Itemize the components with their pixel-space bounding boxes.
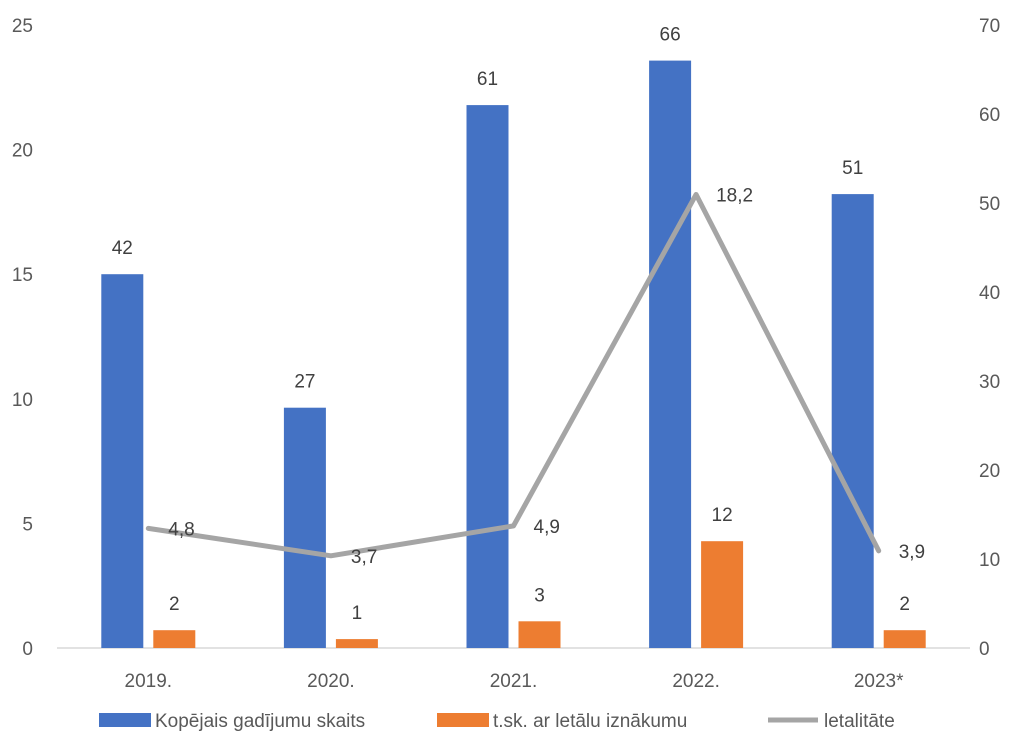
bar-data-label: 1 (352, 603, 363, 624)
legend-label: t.sk. ar letālu iznākumu (493, 711, 687, 732)
right-axis-tick-label: 0 (979, 639, 990, 660)
right-axis-tick-label: 10 (979, 550, 1000, 571)
legend-item: Kopējais gadījumu skaits (99, 711, 365, 732)
left-axis-tick-label: 25 (12, 16, 33, 37)
right-axis-tick-label: 70 (979, 16, 1000, 37)
series-line-letalitate (145, 191, 882, 559)
bar-fatal-cases (518, 621, 561, 648)
x-axis-category-label: 2022. (672, 671, 720, 692)
left-y-axis: 0 5 10 15 20 25 (12, 16, 33, 660)
right-axis-tick-label: 30 (979, 372, 1000, 393)
right-axis-tick-label: 20 (979, 461, 1000, 482)
data-labels-group: 42 27 61 66 51 2 1 3 12 2 4,8 3,7 4,9 18,2 3,9 (112, 25, 925, 624)
bar-data-label: 27 (294, 372, 315, 393)
bar-data-label: 61 (477, 69, 498, 90)
bar-data-label: 66 (660, 25, 681, 46)
line-data-label: 4,9 (534, 517, 560, 538)
left-axis-tick-label: 10 (12, 390, 33, 411)
legend-label: letalitāte (824, 711, 895, 732)
right-axis-tick-label: 60 (979, 105, 1000, 126)
bar-fatal-cases (153, 630, 196, 648)
line-data-label: 3,7 (351, 547, 377, 568)
bar-total-cases (101, 274, 144, 648)
legend-item: letalitāte (768, 711, 895, 732)
right-y-axis: 0 10 20 30 40 50 60 70 (979, 16, 1000, 660)
bar-fatal-cases (883, 630, 926, 648)
x-axis-category-label: 2019. (125, 671, 173, 692)
bar-data-label: 51 (842, 158, 863, 179)
bar-total-cases (831, 194, 874, 648)
bar-data-label: 12 (712, 505, 733, 526)
left-axis-tick-label: 15 (12, 265, 33, 286)
legend: Kopējais gadījumu skaits t.sk. ar letālu … (99, 711, 895, 732)
bar-total-cases (649, 60, 692, 649)
x-axis-category-label: 2023* (854, 671, 904, 692)
legend-label: Kopējais gadījumu skaits (155, 711, 365, 732)
right-axis-tick-label: 50 (979, 194, 1000, 215)
bar-data-label: 42 (112, 238, 133, 259)
left-axis-tick-label: 0 (22, 639, 33, 660)
line-data-label: 18,2 (716, 185, 753, 206)
legend-item: t.sk. ar letālu iznākumu (437, 711, 687, 732)
left-axis-tick-label: 20 (12, 141, 33, 162)
right-axis-tick-label: 40 (979, 283, 1000, 304)
legend-color-swatch (437, 713, 489, 727)
bar-data-label: 2 (169, 594, 180, 615)
x-axis-category-label: 2021. (490, 671, 538, 692)
line-data-label: 3,9 (899, 542, 925, 563)
bar-total-cases (283, 407, 326, 648)
x-axis-category-label: 2020. (307, 671, 355, 692)
left-axis-tick-label: 5 (22, 514, 33, 535)
bar-fatal-cases (701, 541, 744, 648)
legend-color-swatch (99, 713, 151, 727)
line-data-label: 4,8 (168, 519, 194, 540)
bar-total-cases (466, 105, 509, 649)
line-series-group (145, 191, 882, 559)
bar-data-label: 2 (899, 594, 910, 615)
x-axis-category-labels: 2019. 2020. 2021. 2022. 2023* (125, 671, 905, 692)
bar-series-group (101, 60, 926, 649)
bar-data-label: 3 (534, 585, 545, 606)
bar-fatal-cases (335, 639, 378, 648)
